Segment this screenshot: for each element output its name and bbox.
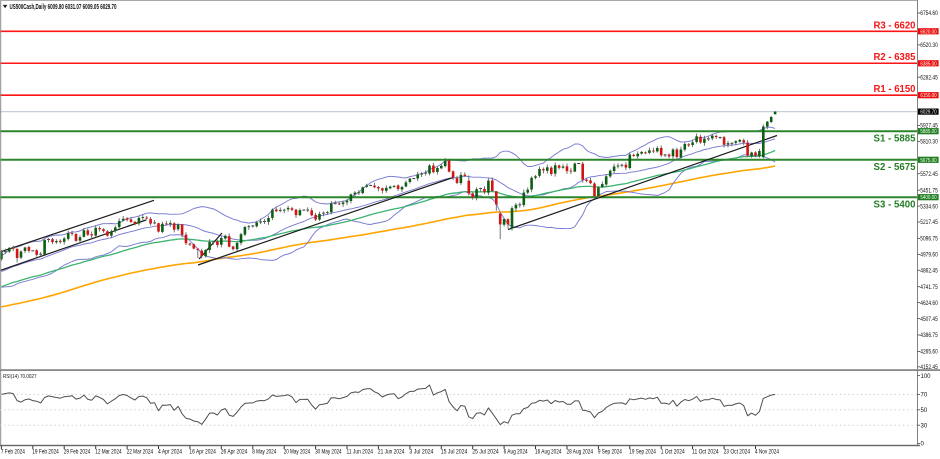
svg-text:100: 100 — [921, 374, 932, 380]
svg-text:22 Mar 2024: 22 Mar 2024 — [127, 449, 154, 456]
svg-text:4 Apr 2024: 4 Apr 2024 — [158, 449, 182, 456]
svg-text:11 Oct 2024: 11 Oct 2024 — [692, 449, 719, 456]
svg-text:4741.75: 4741.75 — [920, 285, 938, 291]
svg-text:RSI(14) 70.0027: RSI(14) 70.0027 — [3, 374, 37, 380]
svg-text:5451.75: 5451.75 — [920, 188, 938, 194]
svg-text:5096.75: 5096.75 — [920, 237, 938, 243]
svg-text:6620.00: 6620.00 — [920, 29, 936, 35]
svg-text:4979.60: 4979.60 — [920, 253, 938, 259]
svg-text:5810.30: 5810.30 — [920, 140, 938, 146]
svg-text:16 Aug 2024: 16 Aug 2024 — [535, 449, 562, 456]
svg-text:26 Apr 2024: 26 Apr 2024 — [221, 449, 248, 456]
svg-text:8 May 2024: 8 May 2024 — [252, 449, 276, 456]
svg-text:6029.70: 6029.70 — [920, 110, 936, 116]
svg-text:4265.60: 4265.60 — [920, 350, 938, 356]
svg-text:R3 - 6620: R3 - 6620 — [874, 19, 916, 31]
svg-text:4507.45: 4507.45 — [920, 317, 938, 323]
svg-text:12 Mar 2024: 12 Mar 2024 — [95, 449, 122, 456]
svg-text:0: 0 — [921, 442, 925, 448]
svg-text:6385.00: 6385.00 — [920, 61, 936, 67]
svg-text:50: 50 — [921, 408, 928, 414]
svg-text:6282.45: 6282.45 — [920, 75, 938, 81]
svg-text:6520.30: 6520.30 — [920, 43, 938, 49]
svg-text:S2 - 5675: S2 - 5675 — [874, 161, 916, 173]
svg-text:S3 - 5400: S3 - 5400 — [874, 199, 916, 211]
svg-text:29 Feb 2024: 29 Feb 2024 — [64, 449, 91, 456]
svg-text:23 Oct 2024: 23 Oct 2024 — [724, 449, 751, 456]
svg-text:15 Jul 2024: 15 Jul 2024 — [441, 449, 468, 456]
svg-text:11 Jun 2024: 11 Jun 2024 — [347, 449, 374, 456]
svg-text:5885.00: 5885.00 — [920, 129, 936, 135]
svg-text:30: 30 — [921, 423, 928, 429]
svg-text:4386.75: 4386.75 — [920, 333, 938, 339]
svg-text:4152.45: 4152.45 — [920, 365, 938, 371]
svg-text:R2 - 6385: R2 - 6385 — [874, 51, 916, 63]
svg-text:19 Feb 2024: 19 Feb 2024 — [32, 449, 59, 456]
svg-text:5400.00: 5400.00 — [920, 195, 936, 201]
svg-text:4862.45: 4862.45 — [920, 269, 938, 275]
svg-text:19 Sep 2024: 19 Sep 2024 — [629, 449, 656, 456]
svg-text:28 Aug 2024: 28 Aug 2024 — [567, 449, 594, 456]
svg-text:5334.60: 5334.60 — [920, 204, 938, 210]
svg-text:US500Cash,Daily 6009.80 6031.: US500Cash,Daily 6009.80 6031.07 6009.05 … — [10, 2, 117, 11]
svg-text:30 May 2024: 30 May 2024 — [315, 449, 342, 456]
svg-text:1 Oct 2024: 1 Oct 2024 — [661, 449, 685, 456]
svg-text:9 Sep 2024: 9 Sep 2024 — [598, 449, 622, 456]
svg-text:5217.45: 5217.45 — [920, 220, 938, 226]
svg-text:4624.60: 4624.60 — [920, 301, 938, 307]
svg-text:25 Jul 2024: 25 Jul 2024 — [472, 449, 499, 456]
svg-text:3 Jul 2024: 3 Jul 2024 — [409, 449, 433, 456]
svg-text:21 Jun 2024: 21 Jun 2024 — [378, 449, 405, 456]
svg-text:7 Feb 2024: 7 Feb 2024 — [1, 449, 25, 456]
svg-text:20 May 2024: 20 May 2024 — [284, 449, 311, 456]
svg-text:5572.45: 5572.45 — [920, 172, 938, 178]
svg-text:6150.00: 6150.00 — [920, 93, 936, 99]
svg-text:6 Aug 2024: 6 Aug 2024 — [504, 449, 528, 456]
svg-text:5927.45: 5927.45 — [920, 124, 938, 130]
svg-text:S1 - 5885: S1 - 5885 — [874, 133, 916, 145]
svg-text:16 Apr 2024: 16 Apr 2024 — [189, 449, 216, 456]
svg-text:4 Nov 2024: 4 Nov 2024 — [755, 449, 779, 456]
svg-text:5675.00: 5675.00 — [920, 158, 936, 164]
svg-text:70: 70 — [921, 393, 928, 399]
svg-text:R1 - 6150: R1 - 6150 — [874, 83, 916, 95]
svg-text:6754.60: 6754.60 — [920, 11, 938, 17]
